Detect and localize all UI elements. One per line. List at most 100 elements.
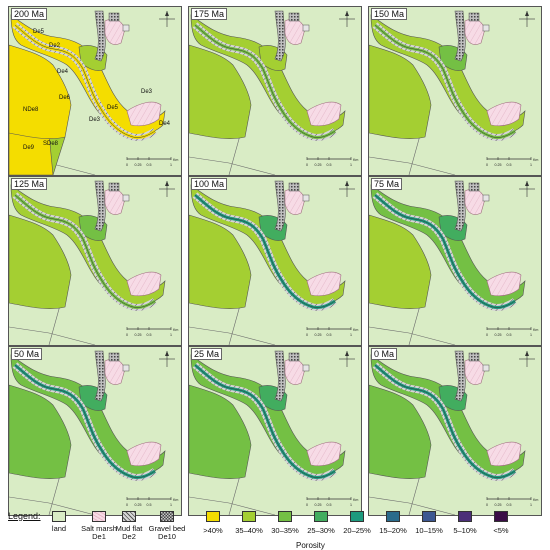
scale-tick-label: 0.25	[135, 333, 142, 337]
legend-porosity-swatch	[242, 511, 256, 522]
compass-north-arrow	[525, 11, 529, 16]
scale-tick-label: 0	[306, 163, 308, 167]
western-sediment-body	[9, 384, 72, 479]
scale-unit: Km	[173, 328, 178, 332]
gravel-bed-block	[468, 182, 480, 192]
channel-axis	[374, 24, 516, 138]
gravel-bed-block	[302, 194, 310, 202]
legend-porosity-swatch	[494, 511, 508, 522]
lower-salt-marsh	[306, 441, 342, 467]
scale-tick-label: 0	[306, 503, 308, 507]
legend-porosity-swatch	[458, 511, 472, 522]
upper-salt-marsh	[284, 358, 306, 385]
channel-axis	[194, 24, 336, 138]
western-sediment-body	[369, 384, 432, 479]
western-sediment-body	[369, 214, 432, 309]
facies-label: De2	[49, 43, 61, 49]
map-svg: 0 0.25 0.5 1Km	[9, 180, 178, 345]
compass-north-arrow	[165, 351, 169, 356]
upper-salt-marsh	[284, 18, 306, 45]
legend-facies-swatch	[52, 511, 66, 522]
facies-label: De6	[59, 95, 71, 101]
channel-axis	[14, 24, 156, 138]
map-svg: 0 0.25 0.5 1Km	[189, 180, 358, 345]
scale-unit: Km	[353, 158, 358, 162]
gravel-bed-block	[108, 12, 120, 22]
map-svg: 0 0.25 0.5 1Km De5 De2 De4 De6 NDe8 De3 De5 De3 De4 D…	[9, 10, 178, 175]
facies-label: De5	[107, 105, 119, 111]
scale-tick-label: 0	[126, 163, 128, 167]
scale-tick-label: 0.25	[495, 333, 502, 337]
compass-north-arrow	[165, 11, 169, 16]
scale-tick-label: 0.25	[495, 503, 502, 507]
legend-title: Legend:	[8, 511, 41, 521]
map-svg: 0 0.25 0.5 1Km	[369, 10, 538, 175]
upper-gravel-channel	[454, 350, 466, 402]
upper-gravel-channel	[94, 10, 106, 62]
map-panel: 0 0.25 0.5 1 Km 175 Ma	[188, 6, 362, 176]
scale-tick-label: 0.25	[315, 333, 322, 337]
gravel-bed-block	[122, 364, 130, 372]
gravel-bed-block	[482, 194, 490, 202]
scale-tick-label: 0.5	[327, 163, 332, 167]
gravel-bed-block	[108, 352, 120, 362]
scale-tick-label: 0	[486, 333, 488, 337]
scale-tick-label: 0	[126, 503, 128, 507]
legend-facies-name: Mud flat	[115, 524, 143, 533]
upper-gravel-channel	[454, 10, 466, 62]
legend-facies-label: land	[38, 525, 80, 533]
scale-tick-label: 0.25	[315, 163, 322, 167]
upper-gravel-channel	[274, 350, 286, 402]
western-sediment-body	[9, 44, 72, 139]
channel-axis	[374, 194, 516, 308]
upper-salt-marsh	[464, 358, 486, 385]
scale-tick-label: 0	[306, 333, 308, 337]
legend-facies-swatch	[92, 511, 106, 522]
panel-age-label: 75 Ma	[371, 178, 403, 190]
legend-facies-name: Gravel bed	[148, 524, 186, 533]
map-panel: 0 0.25 0.5 1 Km 100 Ma	[188, 176, 362, 346]
western-sediment-body	[189, 384, 252, 479]
panel-age-label: 175 Ma	[191, 8, 228, 20]
panel-age-label: 50 Ma	[11, 348, 43, 360]
gravel-bed-block	[468, 12, 480, 22]
western-sediment-body	[369, 44, 432, 139]
channel-axis	[194, 194, 336, 308]
legend-facies-code: De10	[158, 532, 176, 541]
upper-salt-marsh	[104, 188, 126, 215]
gravel-bed-block	[288, 12, 300, 22]
upper-gravel-channel	[94, 180, 106, 232]
lower-salt-marsh	[486, 441, 522, 467]
legend-porosity-label: 35–40%	[235, 526, 263, 535]
upper-gravel-channel	[94, 350, 106, 402]
facies-label: NDe8	[23, 107, 39, 113]
legend-porosity-label: 20–25%	[343, 526, 371, 535]
scale-tick-label: 1	[350, 333, 352, 337]
scale-unit: Km	[353, 498, 358, 502]
scale-tick-label: 0.5	[507, 163, 512, 167]
scale-unit: Km	[533, 158, 538, 162]
lower-salt-marsh	[126, 441, 162, 467]
scale-tick-label: 0.5	[147, 333, 152, 337]
scale-tick-label: 0.5	[327, 333, 332, 337]
upper-gravel-channel	[274, 10, 286, 62]
western-sediment-body	[189, 44, 252, 139]
lower-salt-marsh	[306, 101, 342, 127]
scale-unit: Km	[173, 498, 178, 502]
legend-facies-swatch	[122, 511, 136, 522]
channel-axis	[14, 194, 156, 308]
map-panel: 0 0.25 0.5 1 Km 50 Ma	[8, 346, 182, 516]
legend-porosity-swatch	[206, 511, 220, 522]
gravel-bed-block	[482, 24, 490, 32]
legend-porosity-label: 25–30%	[307, 526, 335, 535]
scale-tick-label: 1	[530, 503, 532, 507]
facies-label: De4	[159, 121, 171, 127]
map-panel: 0 0.25 0.5 1 Km 150 Ma	[368, 6, 542, 176]
scale-tick-label: 1	[170, 163, 172, 167]
upper-salt-marsh	[104, 18, 126, 45]
gravel-bed-block	[108, 182, 120, 192]
panel-age-label: 25 Ma	[191, 348, 223, 360]
lower-salt-marsh	[486, 101, 522, 127]
scale-tick-label: 0.25	[315, 503, 322, 507]
scale-tick-label: 0.5	[507, 503, 512, 507]
